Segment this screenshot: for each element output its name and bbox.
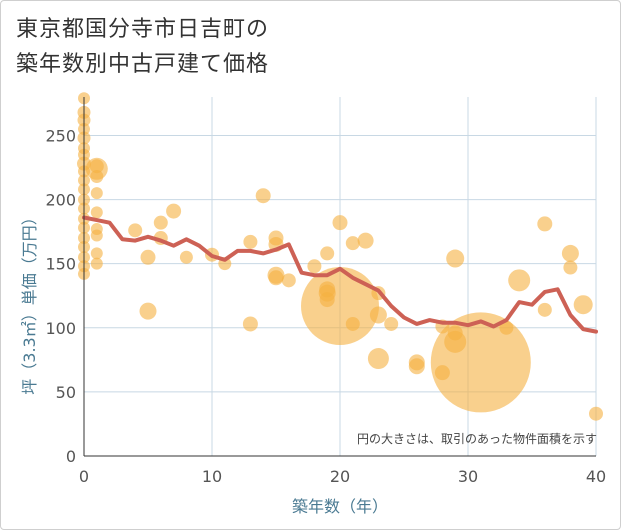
data-point xyxy=(139,302,157,320)
title-line-1: 東京都国分寺市日吉町の xyxy=(16,17,270,42)
data-point xyxy=(561,244,579,262)
trend-line xyxy=(82,215,598,334)
data-point xyxy=(140,249,156,265)
data-point xyxy=(90,247,103,260)
data-point xyxy=(345,236,360,251)
grid-lines xyxy=(84,97,597,456)
data-point xyxy=(90,257,103,270)
data-point xyxy=(446,249,465,268)
data-point xyxy=(90,169,104,183)
y-tick-label: 50 xyxy=(56,383,76,402)
data-point xyxy=(332,215,348,231)
data-point xyxy=(345,316,360,331)
y-tick-label: 200 xyxy=(45,191,76,210)
data-point xyxy=(243,234,258,249)
data-point xyxy=(90,229,103,242)
x-tick-label: 0 xyxy=(79,467,89,486)
data-point xyxy=(281,273,296,288)
data-point xyxy=(537,302,552,317)
y-tick-label: 0 xyxy=(66,447,76,466)
data-point xyxy=(301,266,379,345)
data-point xyxy=(434,365,450,381)
data-point xyxy=(563,260,578,275)
data-point xyxy=(499,320,514,335)
trend-line-group xyxy=(82,215,598,334)
data-points xyxy=(77,92,603,421)
axes: 0 10 20 30 40 0 50 100 150 200 250 xyxy=(45,97,606,486)
data-point xyxy=(508,269,531,292)
data-point xyxy=(166,203,182,219)
x-tick-label: 10 xyxy=(202,467,222,486)
data-point xyxy=(589,406,603,421)
x-axis-label: 築年数（年） xyxy=(292,497,388,516)
data-point xyxy=(268,270,284,286)
y-tick-label: 100 xyxy=(45,319,76,338)
data-point xyxy=(367,348,389,370)
data-point xyxy=(320,246,335,261)
data-point xyxy=(357,232,374,249)
size-note: 円の大きさは、取引のあった物件面積を示す xyxy=(357,431,597,446)
data-point xyxy=(90,206,103,219)
title-line-2: 築年数別中古戸建て価格 xyxy=(16,52,270,77)
data-point xyxy=(447,325,463,341)
data-point xyxy=(242,316,258,332)
y-tick-label: 150 xyxy=(45,255,76,274)
x-tick-label: 40 xyxy=(586,467,606,486)
y-axis-label: 坪（3.3㎡）単価（万円） xyxy=(20,209,39,394)
x-tick-label: 20 xyxy=(330,467,350,486)
data-point xyxy=(384,316,399,331)
data-point xyxy=(537,216,553,232)
data-point xyxy=(89,159,104,174)
data-point xyxy=(179,250,193,264)
data-point xyxy=(573,295,593,315)
data-point xyxy=(255,188,271,204)
data-point xyxy=(307,259,322,274)
data-point xyxy=(90,187,103,200)
x-tick-label: 30 xyxy=(458,467,478,486)
data-point xyxy=(128,223,143,238)
data-point xyxy=(369,306,387,324)
y-tick-label: 250 xyxy=(45,126,76,145)
data-point xyxy=(153,215,168,230)
data-point xyxy=(319,292,335,308)
data-point xyxy=(408,358,425,375)
chart-title: 東京都国分寺市日吉町の 築年数別中古戸建て価格 xyxy=(16,12,269,82)
